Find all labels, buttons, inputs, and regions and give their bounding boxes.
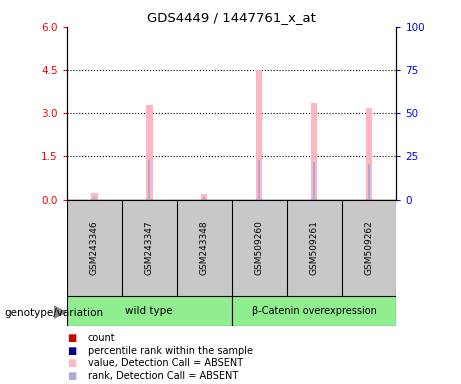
Bar — [91, 194, 98, 200]
Bar — [67, 296, 231, 326]
Text: wild type: wild type — [125, 306, 173, 316]
Text: β-Catenin overexpression: β-Catenin overexpression — [252, 306, 377, 316]
Text: ■: ■ — [67, 346, 76, 356]
Text: percentile rank within the sample: percentile rank within the sample — [88, 346, 253, 356]
Text: count: count — [88, 333, 115, 343]
Bar — [231, 296, 396, 326]
Bar — [368, 164, 370, 200]
Text: rank, Detection Call = ABSENT: rank, Detection Call = ABSENT — [88, 371, 238, 381]
Text: ■: ■ — [67, 371, 76, 381]
Polygon shape — [54, 306, 66, 318]
Text: GSM243347: GSM243347 — [145, 220, 154, 275]
Bar — [146, 104, 153, 200]
Text: genotype/variation: genotype/variation — [5, 308, 104, 318]
Bar — [313, 162, 315, 200]
Text: GSM509260: GSM509260 — [254, 220, 264, 275]
Bar — [93, 197, 95, 200]
Text: GSM243348: GSM243348 — [200, 220, 209, 275]
Text: ■: ■ — [67, 333, 76, 343]
Text: GSM509261: GSM509261 — [309, 220, 319, 275]
Bar — [258, 160, 260, 200]
Title: GDS4449 / 1447761_x_at: GDS4449 / 1447761_x_at — [147, 11, 316, 24]
Text: ■: ■ — [67, 358, 76, 368]
Bar — [203, 197, 205, 200]
Text: GSM509262: GSM509262 — [365, 220, 373, 275]
Bar — [148, 160, 150, 200]
Text: GSM243346: GSM243346 — [90, 220, 99, 275]
Bar — [311, 103, 317, 200]
Bar — [256, 70, 262, 200]
Bar — [366, 108, 372, 200]
Text: value, Detection Call = ABSENT: value, Detection Call = ABSENT — [88, 358, 242, 368]
Bar — [201, 195, 207, 200]
